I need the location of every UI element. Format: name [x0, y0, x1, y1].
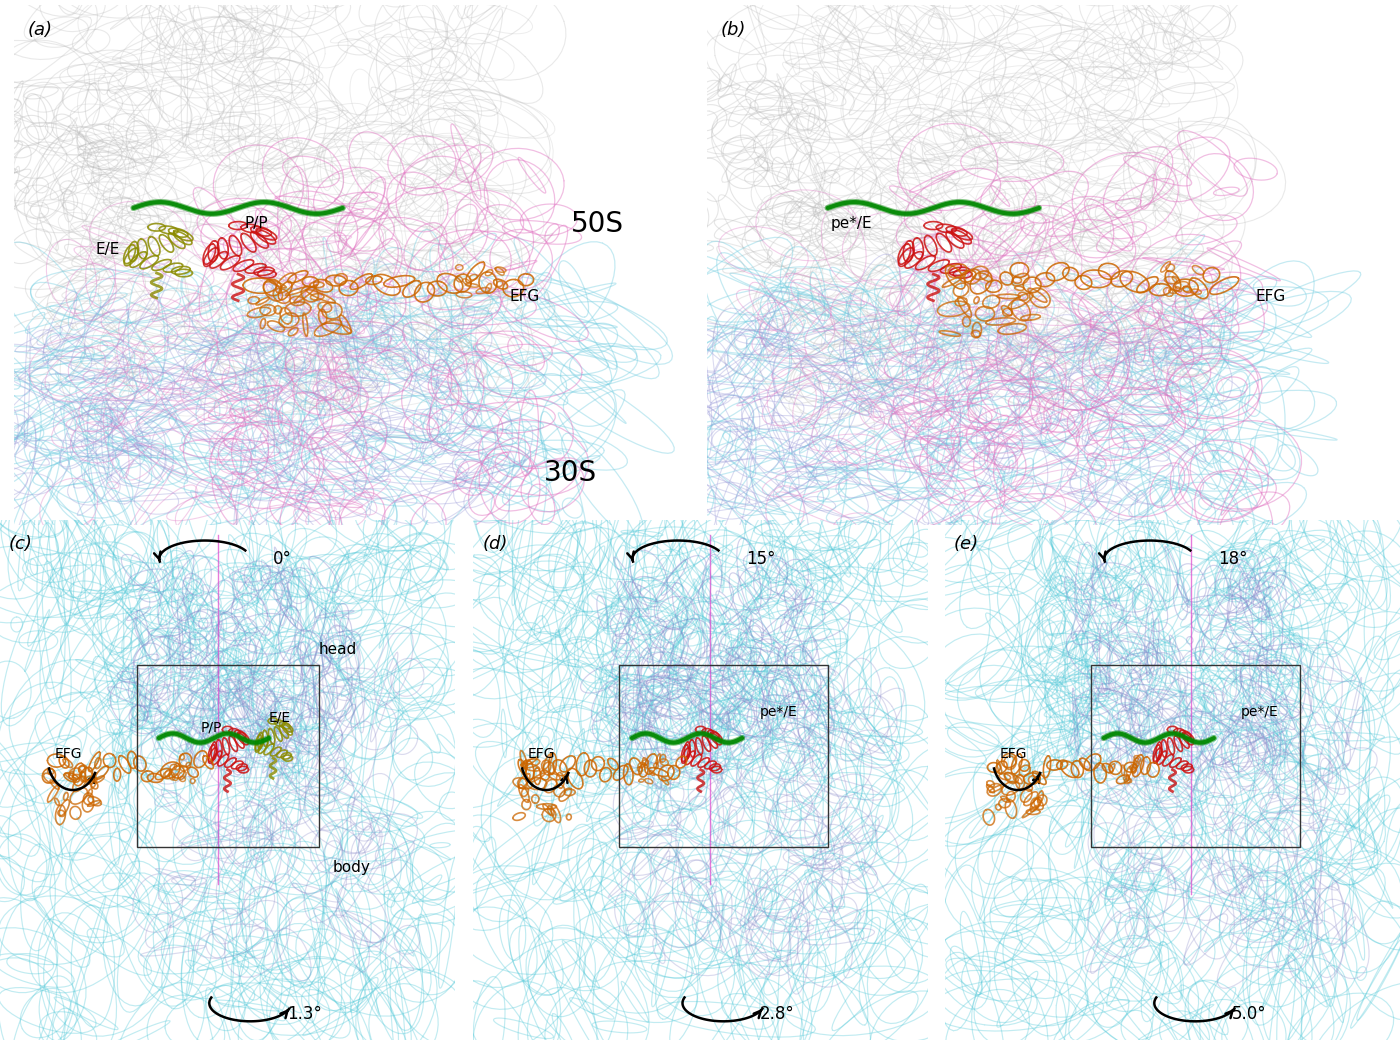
Text: 1.3°: 1.3° — [287, 1005, 322, 1023]
Text: P/P: P/P — [200, 720, 221, 735]
Text: (c): (c) — [8, 536, 34, 553]
Text: head: head — [319, 643, 357, 657]
Text: E/E: E/E — [95, 243, 120, 257]
Text: 30S: 30S — [543, 459, 596, 487]
Text: pe*/E: pe*/E — [830, 216, 872, 231]
Bar — [1091, 666, 1301, 847]
Text: 2.8°: 2.8° — [760, 1005, 795, 1023]
Text: body: body — [332, 861, 370, 876]
Text: pe*/E: pe*/E — [760, 705, 798, 719]
Text: EFG: EFG — [55, 747, 83, 760]
Text: 0°: 0° — [273, 550, 291, 568]
Text: (a): (a) — [28, 21, 53, 39]
Text: (e): (e) — [955, 536, 979, 553]
Text: 18°: 18° — [1218, 550, 1247, 568]
Text: 50S: 50S — [571, 210, 624, 237]
Text: (b): (b) — [721, 21, 746, 39]
Bar — [137, 666, 319, 847]
Bar — [619, 666, 829, 847]
Text: pe*/E: pe*/E — [1240, 705, 1278, 719]
Text: 15°: 15° — [746, 550, 776, 568]
Text: EFG: EFG — [1256, 289, 1287, 303]
Text: EFG: EFG — [510, 289, 540, 303]
Text: EFG: EFG — [528, 747, 556, 760]
Text: E/E: E/E — [269, 710, 291, 724]
Text: 5.0°: 5.0° — [1232, 1005, 1266, 1023]
Text: (d): (d) — [482, 536, 508, 553]
Text: EFG: EFG — [1000, 747, 1028, 760]
Text: P/P: P/P — [245, 216, 269, 231]
